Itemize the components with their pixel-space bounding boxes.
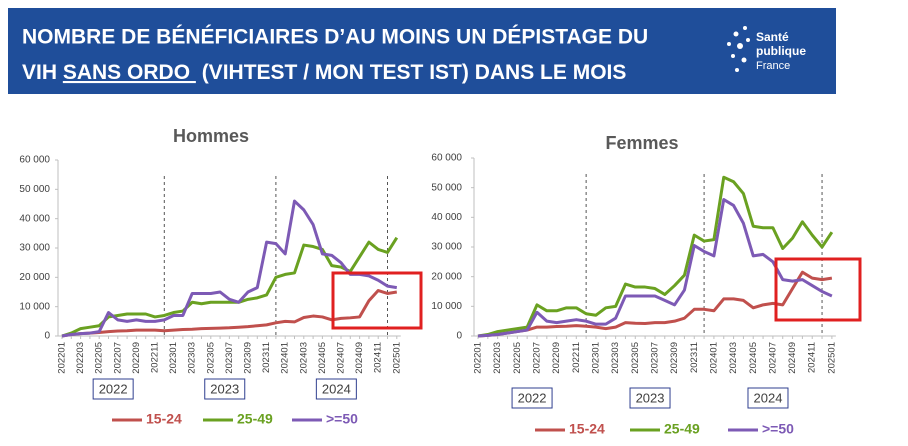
x-tick-label: 202305 (630, 342, 641, 374)
x-tick-label: 202301 (590, 342, 601, 374)
y-tick-label: 20 000 (19, 272, 50, 283)
logo-text: Santé (756, 30, 789, 44)
x-tick-label: 202403 (298, 342, 309, 374)
x-tick-label: 202501 (826, 342, 837, 374)
x-tick-label: 202207 (531, 342, 542, 374)
x-tick-label: 202201 (473, 342, 484, 374)
x-tick-label: 202501 (391, 342, 402, 374)
x-tick-label: 202211 (571, 342, 582, 373)
y-tick-label: 20 000 (431, 271, 462, 282)
year-box (92, 378, 134, 400)
series-line (61, 289, 398, 338)
title-part: VIH (22, 61, 63, 84)
x-tick-label: 202311 (689, 342, 700, 373)
x-tick-label: 202209 (551, 342, 562, 374)
x-tick-label: 202303 (610, 342, 621, 374)
y-tick-label: 60 000 (19, 155, 50, 166)
x-tick-label: 202207 (112, 342, 123, 374)
x-tick-label: 202409 (787, 342, 798, 374)
legend-label: 25-49 (664, 421, 700, 437)
year-label: 2022 (99, 381, 128, 396)
x-tick-label: 202401 (708, 342, 719, 374)
legend-label: 25-49 (237, 411, 273, 427)
year-box (204, 378, 246, 400)
title-underlined: SANS ORDO (63, 61, 196, 84)
x-tick-label: 202301 (168, 342, 179, 374)
x-tick-label: 202411 (807, 342, 818, 373)
legend-label: >=50 (326, 411, 358, 427)
chart-title: Hommes (173, 126, 249, 146)
header-title: NOMBRE DE BÉNÉFICIAIRES D’AU MOINS UN DÉ… (22, 26, 648, 49)
y-tick-label: 10 000 (19, 301, 50, 312)
year-label: 2024 (754, 390, 783, 405)
series-line (61, 236, 399, 338)
legend-label: >=50 (762, 421, 794, 437)
series-line (477, 198, 833, 338)
x-tick-label: 202205 (512, 342, 523, 374)
legend-label: 15-24 (569, 421, 605, 437)
y-tick-label: 50 000 (19, 184, 50, 195)
y-tick-label: 60 000 (431, 153, 462, 164)
x-tick-label: 202211 (150, 342, 161, 373)
x-tick-label: 202403 (728, 342, 739, 374)
x-tick-label: 202405 (748, 342, 759, 374)
year-label: 2022 (518, 390, 547, 405)
x-tick-label: 202209 (131, 342, 142, 374)
year-label: 2023 (210, 381, 239, 396)
x-tick-label: 202205 (94, 342, 105, 374)
logo-dots (727, 26, 750, 72)
x-tick-label: 202203 (75, 342, 86, 374)
x-tick-label: 202401 (280, 342, 291, 374)
year-label: 2023 (636, 390, 665, 405)
year-box (629, 387, 671, 409)
series-line (61, 199, 398, 338)
x-tick-label: 202303 (187, 342, 198, 374)
x-tick-label: 202307 (224, 342, 235, 374)
y-tick-label: 0 (44, 331, 50, 342)
logo-text: France (756, 60, 790, 72)
highlight-box (331, 271, 423, 330)
highlight-box (774, 257, 862, 322)
series-line (477, 270, 833, 338)
x-tick-label: 202203 (492, 342, 503, 374)
y-tick-label: 30 000 (431, 242, 462, 253)
series-line (477, 175, 834, 338)
x-tick-label: 202411 (373, 342, 384, 373)
year-label: 2024 (322, 381, 351, 396)
x-tick-label: 202309 (243, 342, 254, 374)
y-tick-label: 0 (456, 331, 462, 342)
y-tick-label: 10 000 (431, 301, 462, 312)
year-box (511, 387, 553, 409)
x-tick-label: 202305 (205, 342, 216, 374)
x-tick-label: 202409 (354, 342, 365, 374)
year-box (315, 378, 357, 400)
x-tick-label: 202201 (57, 342, 68, 374)
legend-label: 15-24 (146, 411, 182, 427)
logo-text: publique (756, 44, 806, 58)
x-tick-label: 202405 (317, 342, 328, 374)
header-title: VIH SANS ORDO (VIHTEST / MON TEST IST) D… (22, 61, 626, 84)
chart-title: Femmes (605, 133, 678, 153)
header-banner (8, 8, 836, 94)
x-tick-label: 202311 (261, 342, 272, 373)
x-tick-label: 202407 (767, 342, 778, 374)
x-tick-label: 202407 (336, 342, 347, 374)
title-part: (VIHTEST / MON TEST IST) DANS LE MOIS (196, 61, 627, 84)
y-tick-label: 40 000 (19, 213, 50, 224)
year-box (747, 387, 789, 409)
y-tick-label: 50 000 (431, 182, 462, 193)
y-tick-label: 40 000 (431, 212, 462, 223)
x-tick-label: 202309 (669, 342, 680, 374)
y-tick-label: 30 000 (19, 243, 50, 254)
x-tick-label: 202307 (649, 342, 660, 374)
